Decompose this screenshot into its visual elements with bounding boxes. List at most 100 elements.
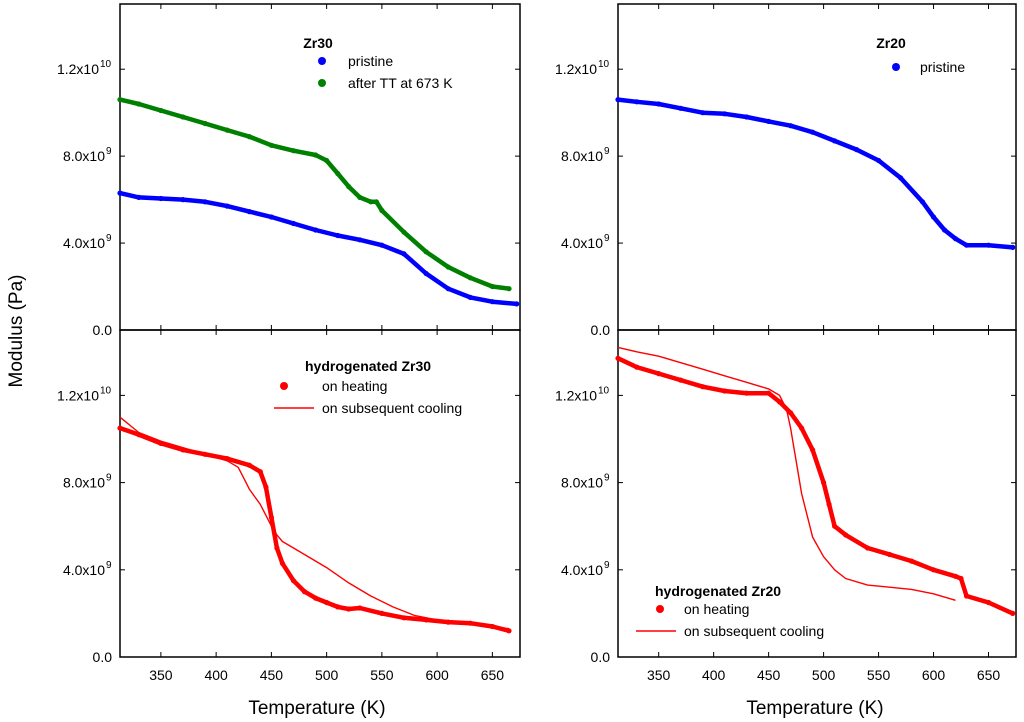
data-point <box>268 514 274 521</box>
y-tick-exponent: 9 <box>106 473 112 484</box>
data-point <box>941 227 948 233</box>
y-tick-label: 0.0 <box>93 649 113 665</box>
data-point <box>401 615 407 621</box>
y-tick-label: 8.0x10 <box>561 148 603 164</box>
data-point <box>930 567 937 573</box>
y-tick-label: 1.2x10 <box>555 61 597 77</box>
data-point <box>313 152 319 158</box>
data-point <box>357 605 363 611</box>
data-point <box>379 610 385 617</box>
data-point <box>1010 244 1016 250</box>
x-tick-label: 400 <box>702 667 726 683</box>
data-point <box>854 147 860 153</box>
data-point <box>1010 610 1016 617</box>
data-point <box>158 195 164 202</box>
data-point <box>202 199 208 205</box>
data-point <box>615 355 621 361</box>
data-point <box>777 399 783 405</box>
y-tick-label: 8.0x10 <box>561 475 603 491</box>
series-line-bottom-right-1 <box>617 346 956 601</box>
y-tick-exponent: 9 <box>106 233 112 244</box>
data-point <box>180 197 186 203</box>
data-point <box>268 142 274 148</box>
data-point <box>268 214 274 220</box>
y-tick-label: 4.0x10 <box>561 562 603 578</box>
data-point <box>930 214 937 220</box>
data-point <box>843 532 849 538</box>
data-point <box>324 599 330 606</box>
data-point <box>958 575 964 582</box>
y-tick-exponent: 9 <box>604 146 610 157</box>
x-tick-label: 600 <box>425 667 449 683</box>
data-point <box>224 127 230 133</box>
data-point <box>766 390 772 396</box>
data-point <box>246 209 252 215</box>
y-tick-exponent: 9 <box>106 560 112 571</box>
data-point <box>963 242 970 248</box>
data-point <box>634 364 640 370</box>
data-point <box>832 523 838 529</box>
y-tick-exponent: 9 <box>604 473 610 484</box>
y-tick-exponent: 9 <box>106 146 112 157</box>
x-tick-label: 600 <box>922 667 946 683</box>
legend-marker <box>318 79 326 87</box>
data-point <box>865 545 871 551</box>
series-line-top-left-1 <box>117 97 512 291</box>
data-point <box>445 286 451 292</box>
data-point <box>202 120 208 127</box>
legend-label: pristine <box>920 59 965 75</box>
data-point <box>117 425 123 431</box>
data-point <box>117 97 123 103</box>
data-point <box>368 199 374 205</box>
data-point <box>335 170 341 177</box>
data-point <box>246 134 252 140</box>
panel-frame-top-right <box>617 3 1017 331</box>
series-line-top-left-0 <box>117 190 519 307</box>
panel-title: hydrogenated Zr20 <box>655 583 781 599</box>
data-point <box>799 425 805 431</box>
data-point <box>313 227 319 233</box>
data-point <box>952 573 959 579</box>
data-point <box>985 242 992 248</box>
y-tick-exponent: 9 <box>604 560 610 571</box>
x-tick-label: 550 <box>867 667 891 683</box>
data-point <box>506 286 512 292</box>
x-tick-label: 650 <box>481 667 505 683</box>
legend-marker <box>318 57 326 65</box>
data-point <box>826 501 832 507</box>
data-point <box>634 99 640 105</box>
y-tick-exponent: 10 <box>598 59 610 70</box>
legend-label: on heating <box>684 601 749 617</box>
data-point <box>401 251 407 257</box>
data-point <box>722 388 728 394</box>
data-point <box>615 97 621 103</box>
y-tick-exponent: 10 <box>100 385 112 396</box>
data-point <box>335 604 341 610</box>
legend-label: on heating <box>322 378 387 394</box>
data-point <box>821 480 827 486</box>
data-point <box>506 628 512 634</box>
x-tick-label: 450 <box>757 667 781 683</box>
y-tick-label: 1.2x10 <box>57 61 99 77</box>
data-point <box>810 129 816 135</box>
data-point <box>656 371 662 377</box>
data-point <box>335 232 341 239</box>
data-point <box>514 301 520 307</box>
y-tick-label: 4.0x10 <box>561 235 603 251</box>
x-tick-label: 500 <box>315 667 339 683</box>
data-point <box>136 101 142 107</box>
data-point <box>952 236 959 242</box>
data-point <box>246 462 252 468</box>
y-tick-label: 4.0x10 <box>63 235 105 251</box>
data-point <box>290 578 297 584</box>
x-tick-label: 650 <box>977 667 1001 683</box>
data-point <box>909 558 915 564</box>
data-point <box>324 157 330 164</box>
data-point <box>678 377 684 383</box>
data-point <box>700 110 706 116</box>
x-axis-label-right: Temperature (K) <box>746 698 883 719</box>
series-line-top-right-0 <box>615 97 1015 250</box>
data-point <box>445 264 451 270</box>
panel-frame-top-left <box>119 3 521 331</box>
